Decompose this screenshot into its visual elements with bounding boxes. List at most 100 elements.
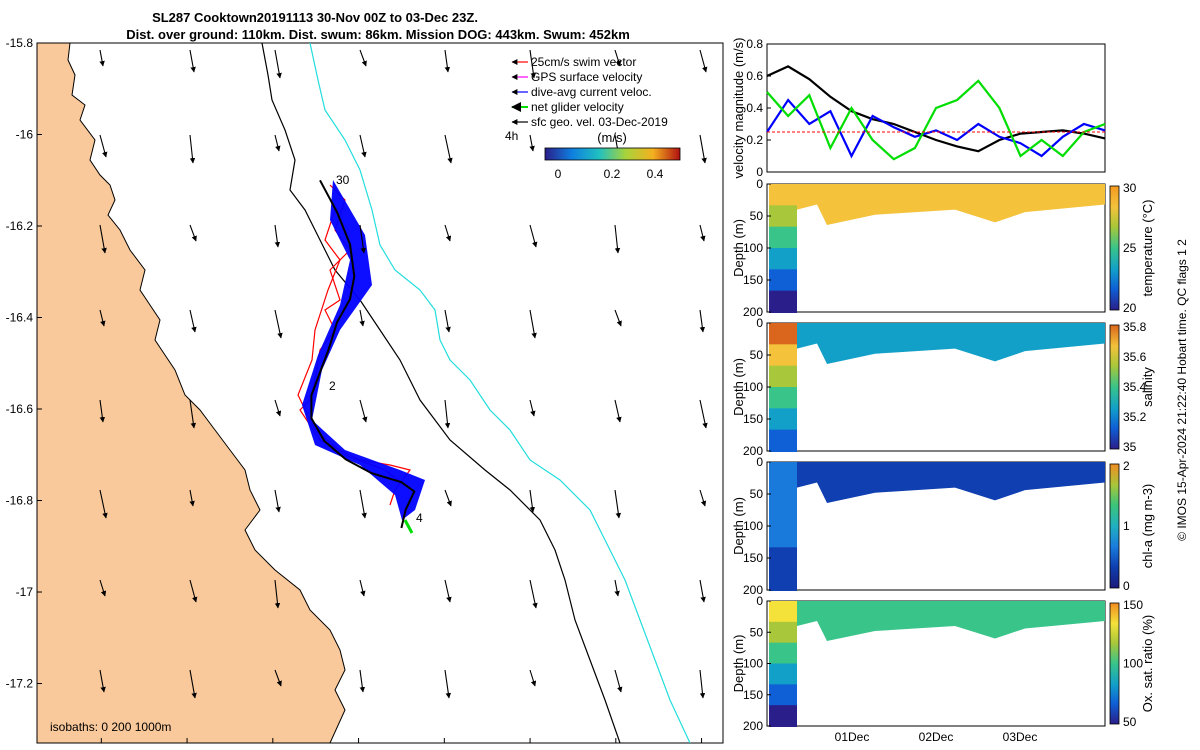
geo-vector-arrow [359,49,367,67]
section-ytick-label: 150 [743,551,763,565]
section-cell [769,269,797,292]
geo-vector-arrow [699,49,708,73]
geo-vector-arrow [189,134,196,164]
section-cell [769,483,797,506]
section-colorbar [1109,324,1120,450]
velocity-series [766,65,1106,161]
section-colorbar-tick: 20 [1123,301,1137,315]
geo-vector-arrow [189,399,197,429]
section-cell [769,323,797,346]
geo-vector-arrow [274,489,281,513]
section-cell [769,344,797,367]
section-ytick-label: 0 [756,455,763,469]
geo-vector-arrow [99,49,105,67]
geo-vector-arrow [99,489,108,519]
section-colorbar-label: chl-a (mg m-3) [1140,484,1155,569]
geo-vector-arrow [529,669,537,687]
section-cell [769,290,797,313]
geo-vector-arrow [444,579,452,603]
geo-vector-arrow [614,579,620,597]
section-panel: 0 50 100 150 200 Depth (m) 35.8 35.6 35.4 35.2 35 s… [731,316,1155,458]
section-deep-profile [769,323,797,452]
section-cell [769,184,797,207]
section-cell [769,684,797,707]
map-x-ticks: 145.4 145.6 145.8 146 146.2 146.4 146.6 146.8 [86,738,717,750]
map-colorbar [544,147,681,161]
section-deep-profile [769,184,797,313]
map-ytick-label: -15.8 [6,36,34,50]
legend-dive-avg: dive-avg current veloc. [531,85,652,99]
section-cell [769,705,797,727]
section-deep-profile [769,601,797,727]
title-line1: SL287 Cooktown20191113 30-Nov 00Z to 03-… [152,10,478,25]
section-ytick-label: 150 [743,688,763,702]
isobath-200m [261,43,621,743]
track-label-end: 4 [416,511,423,525]
section-colorbar-tick: 150 [1123,598,1143,612]
map-xtick-label: 146.6 [601,748,631,750]
section-colorbar-tick: 35.6 [1123,350,1147,364]
map-legend: 25cm/s swim vector GPS surface velocity … [505,55,681,181]
geo-vector-arrow [99,669,106,693]
section-surface-layer [797,323,1105,364]
velocity-series-line [766,65,1106,153]
legend-gps-velocity: GPS surface velocity [531,70,642,84]
section-ylabel: Depth (m) [731,358,746,416]
section-colorbar-label: Ox. sat. ratio (%) [1140,615,1155,713]
geo-vector-arrow [99,399,106,423]
geo-vector-arrow [444,224,452,242]
section-cell [769,663,797,686]
geo-vector-arrow [189,669,197,699]
geo-vector-arrow [189,309,197,333]
section-ytick-label: 100 [743,519,763,533]
geo-vector-arrow [529,579,538,609]
section-ytick-label: 200 [743,305,763,319]
geo-vector-arrow [699,669,706,699]
section-colorbar-tick: 35 [1123,440,1137,454]
section-ytick-label: 50 [750,625,764,639]
geo-vector-arrow [529,399,536,417]
geo-vector-arrow [614,224,621,254]
section-surface-layer [797,184,1105,225]
geo-vector-arrow [359,579,366,597]
geo-vector-arrow [444,309,451,333]
section-surface-layer [797,601,1105,641]
section-ytick-label: 100 [743,380,763,394]
map-y-ticks: -15.8 -16 -16.2 -16.4 -16.6 -16.8 -17 -17.2 [6,36,42,691]
section-colorbar-tick: 0 [1123,579,1130,593]
map-xtick-label: 145.6 [172,748,202,750]
section-ylabel: Depth (m) [731,635,746,693]
geo-vector-arrow [699,309,706,333]
legend-swim-vector: 25cm/s swim vector [531,55,636,69]
section-ytick-label: 200 [743,444,763,458]
geo-vector-arrow [274,669,282,687]
map-ytick-label: -17 [16,585,34,599]
geo-vector-arrow [274,399,282,417]
velocity-ytick-label: 0.2 [746,133,763,147]
section-cell [769,429,797,452]
glider-track [310,179,416,529]
section-colorbar-label: temperature (°C) [1140,200,1155,297]
section-colorbar-label: salinity [1140,367,1155,407]
track-label-mid: 2 [329,379,336,393]
geo-vector-arrow [274,309,283,339]
velocity-ytick-label: 0.4 [746,101,763,115]
geo-vector-arrow [189,224,197,242]
velocity-ytick-label: 0 [756,165,763,179]
map-ytick-label: -16.2 [6,219,34,233]
section-colorbar-tick: 100 [1123,657,1143,671]
geo-vector-arrow [274,224,281,248]
velocity-ytick-label: 0.8 [746,37,763,51]
section-colorbar [1109,602,1120,725]
map-ytick-label: -16.6 [6,402,34,416]
section-ytick-label: 200 [743,583,763,597]
section-colorbar-tick: 2 [1123,459,1130,473]
map-panel: -15.8 -16 -16.2 -16.4 -16.6 -16.8 -17 -17.2 145… [6,36,724,750]
section-colorbar-tick: 50 [1123,715,1137,729]
geo-vector-arrow [614,669,623,693]
net-glider-velocity-tip [403,519,414,534]
map-xtick-label: 146.4 [515,748,545,750]
geo-vector-arrow [529,224,538,248]
geo-vector-arrow [99,224,107,254]
